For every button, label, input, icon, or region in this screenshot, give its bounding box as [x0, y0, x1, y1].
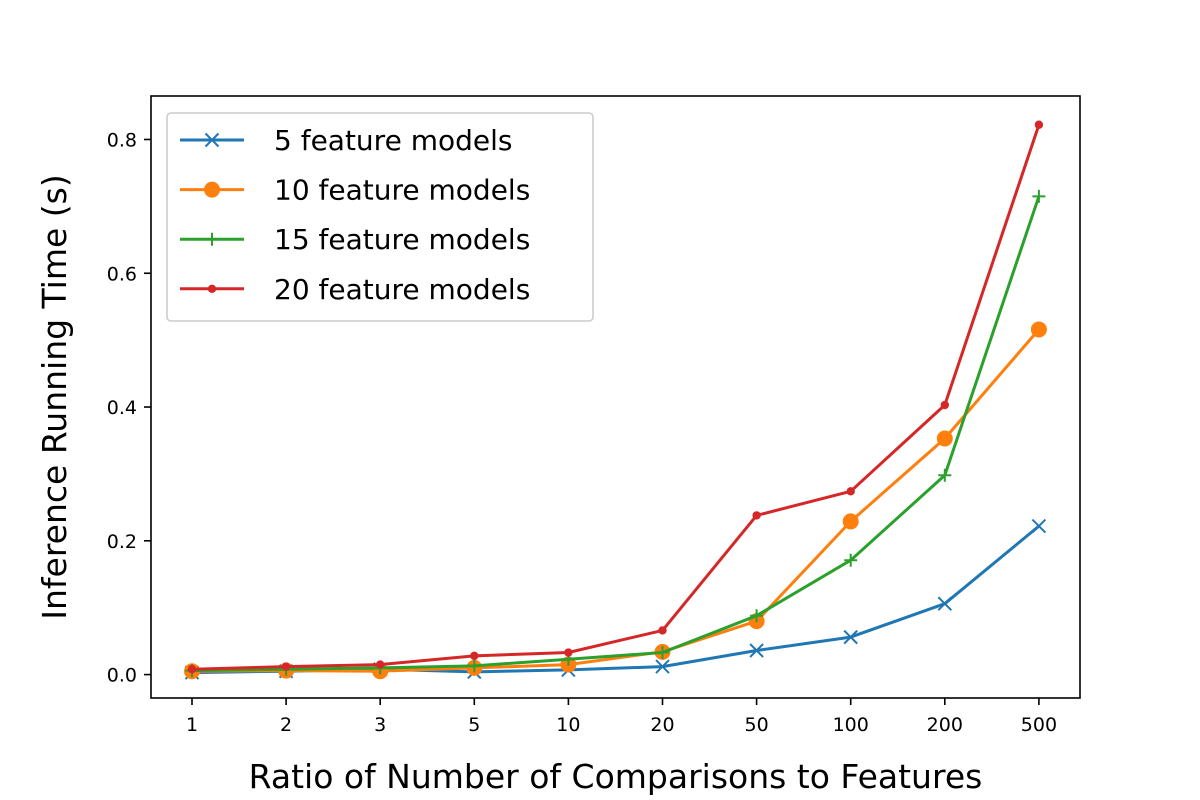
data-point [467, 659, 481, 673]
legend-item: 15 feature models [180, 223, 530, 256]
data-point [940, 400, 949, 410]
legend-swatch-marker [205, 232, 219, 246]
data-point [1032, 189, 1046, 203]
data-point [1030, 321, 1047, 338]
legend: 5 feature models 10 feature models 15 feat… [166, 112, 594, 322]
legend-swatch-marker [204, 132, 220, 148]
y-tick-label: 0.4 [107, 397, 137, 419]
plot-frame [150, 95, 1081, 699]
data-point [470, 651, 479, 661]
legend-frame [166, 112, 594, 322]
data-point [936, 430, 953, 447]
legend-swatch-marker [207, 284, 217, 293]
x-axis-title: Ratio of Number of Comparisons to Featur… [249, 757, 983, 796]
data-point [656, 646, 669, 660]
data-point [749, 643, 764, 658]
data-point [1034, 120, 1044, 129]
series-layer [184, 120, 1047, 680]
data-point [655, 659, 670, 674]
legend-item: 10 feature models [180, 174, 530, 207]
legend-item: 20 feature models [180, 273, 530, 306]
data-point [281, 662, 291, 671]
x-tick-label: 5 [468, 714, 480, 736]
legend-label: 20 feature models [274, 273, 530, 306]
data-point [846, 487, 855, 496]
series-line [191, 328, 1041, 673]
legend-label: 15 feature models [274, 223, 530, 256]
data-point [658, 626, 667, 635]
x-tick-label: 1 [186, 714, 198, 736]
y-axis-title: Inference Running Time (s) [35, 174, 74, 619]
x-tick-label: 2 [280, 714, 292, 736]
data-point [376, 660, 385, 669]
x-tick-label: 3 [374, 714, 386, 736]
x-tick-label: 20 [650, 714, 674, 736]
series-line [191, 195, 1041, 673]
y-axis-ticks: 0.0 0.2 0.4 0.6 0.8 [107, 129, 151, 687]
data-point [564, 648, 573, 657]
data-point [1031, 518, 1047, 534]
legend-label: 10 feature models [274, 174, 530, 207]
data-point [187, 665, 197, 674]
data-point [844, 553, 858, 567]
data-point [842, 513, 859, 530]
y-tick-label: 0.6 [107, 263, 137, 285]
series-15-feature-models [185, 189, 1046, 678]
legend-item: 5 feature models [180, 124, 512, 157]
data-point [843, 629, 858, 645]
x-tick-label: 10 [556, 714, 580, 736]
y-tick-label: 0.2 [107, 531, 137, 553]
x-tick-label: 500 [1021, 714, 1057, 736]
x-tick-label: 200 [927, 714, 963, 736]
data-point [937, 596, 953, 611]
x-axis-ticks: 1 2 3 5 10 20 50 100 200 500 [186, 698, 1057, 736]
series-line [191, 124, 1041, 671]
legend-label: 5 feature models [274, 124, 512, 157]
legend-swatch-marker [204, 181, 220, 198]
data-point [938, 468, 952, 482]
data-point [752, 511, 761, 520]
series-20-feature-models [187, 120, 1044, 674]
x-tick-label: 50 [745, 714, 769, 736]
y-tick-label: 0.8 [107, 129, 137, 151]
data-point [750, 609, 764, 623]
y-tick-label: 0.0 [107, 665, 137, 687]
x-tick-label: 100 [833, 714, 869, 736]
